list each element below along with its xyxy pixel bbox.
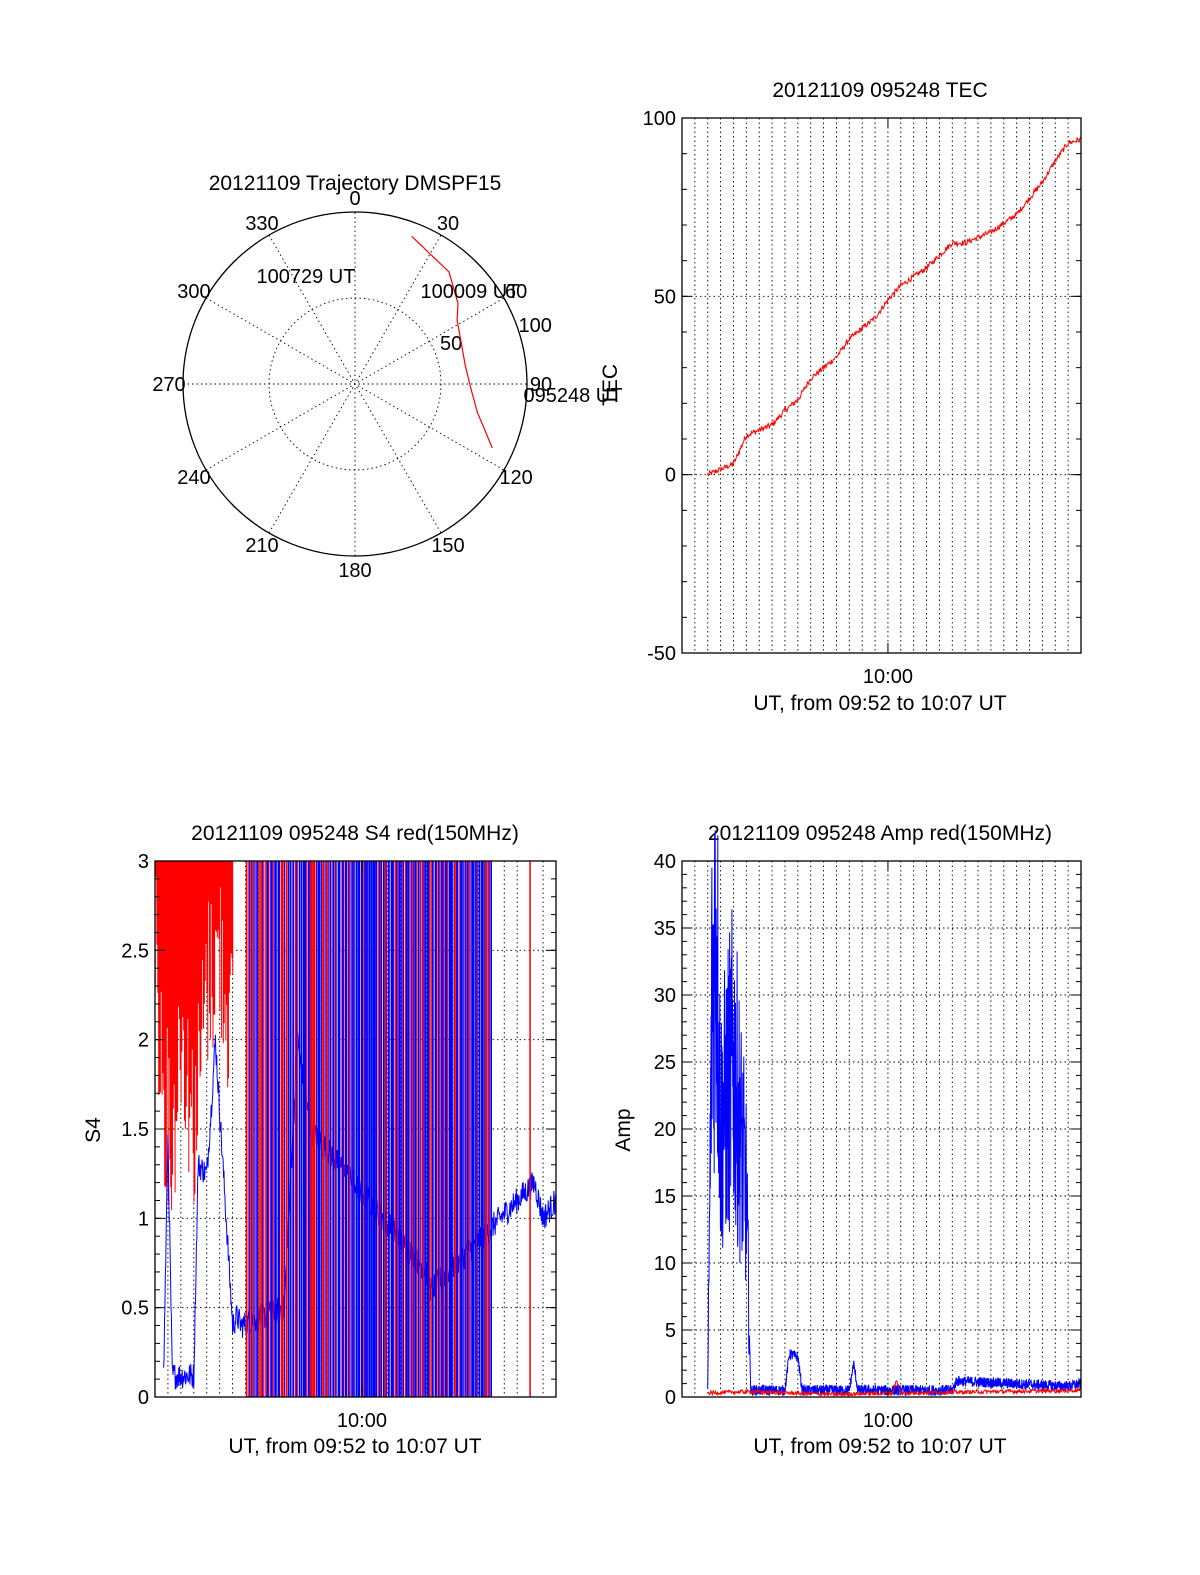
polar-angle-label: 210	[245, 535, 278, 557]
polar-angle-label: 120	[499, 467, 532, 489]
trajectory-annotation: 100009 UT	[421, 281, 520, 303]
s4-tick-labels: 0 0.5 1 1.5 2 2.5 3 10:00	[121, 851, 556, 1432]
tec-ytick-label: 50	[654, 286, 676, 308]
s4-title: 20121109 095248 S4 red(150MHz)	[191, 822, 519, 845]
amp-title: 20121109 095248 Amp red(150MHz)	[708, 822, 1052, 845]
tec-panel: 20121109 095248 TEC -50 0 50 100 10:00 TEC U…	[599, 79, 1082, 715]
trajectory-radial-labels: 50 100	[440, 315, 552, 355]
amp-xtick-label: 10:00	[863, 1410, 913, 1432]
tec-title: 20121109 095248 TEC	[772, 79, 987, 102]
polar-angle-label: 90	[530, 374, 552, 396]
amp-ytick-label: 5	[665, 1320, 676, 1342]
amp-tick-labels: 0 5 10 15 20 25 30 35 40 10:00	[654, 851, 1081, 1432]
trajectory-panel: 20121109 Trajectory DMSPF15 0 30 60 90 120 15…	[152, 172, 622, 582]
s4-ytick-label: 3	[138, 851, 149, 873]
polar-radial-label: 100	[519, 315, 552, 337]
s4-ytick-label: 1.5	[121, 1119, 149, 1141]
trajectory-series	[411, 235, 493, 449]
s4-ytick-label: 0.5	[121, 1298, 149, 1320]
amp-ytick-label: 35	[654, 918, 676, 940]
s4-series	[155, 861, 556, 1397]
s4-blue-spikes	[248, 861, 492, 1397]
amp-xlabel: UT, from 09:52 to 10:07 UT	[753, 1435, 1006, 1458]
s4-ytick-label: 2.5	[121, 940, 149, 962]
polar-radial-label: 50	[440, 333, 462, 355]
tec-xlabel: UT, from 09:52 to 10:07 UT	[753, 692, 1006, 715]
tec-ytick-label: -50	[647, 643, 676, 665]
polar-angle-label: 150	[431, 535, 464, 557]
amp-ytick-label: 0	[665, 1387, 676, 1409]
trajectory-annotation: 100729 UT	[257, 266, 356, 288]
trajectory-annotations: 100729 UT 100009 UT 095248 UT	[257, 266, 623, 407]
polar-angle-label: 30	[437, 213, 459, 235]
tec-series	[707, 136, 1082, 478]
s4-ytick-label: 2	[138, 1030, 149, 1052]
s4-ytick-label: 1	[138, 1208, 149, 1230]
amp-red-trace	[707, 1380, 1082, 1398]
s4-ylabel: S4	[82, 1117, 105, 1143]
tec-line	[707, 136, 1082, 478]
trajectory-path	[411, 235, 493, 449]
amp-ylabel: Amp	[612, 1108, 635, 1151]
amp-ytick-label: 25	[654, 1052, 676, 1074]
s4-xlabel: UT, from 09:52 to 10:07 UT	[228, 1435, 481, 1458]
s4-ytick-label: 0	[138, 1387, 149, 1409]
amp-ytick-label: 10	[654, 1253, 676, 1275]
tec-tick-labels: -50 0 50 100 10:00	[643, 108, 1081, 688]
tec-ylabel: TEC	[599, 364, 622, 406]
amp-ytick-label: 20	[654, 1119, 676, 1141]
amp-series	[707, 830, 1082, 1398]
polar-angle-label: 300	[177, 281, 210, 303]
s4-xtick-label: 10:00	[337, 1410, 387, 1432]
amp-ytick-label: 15	[654, 1186, 676, 1208]
polar-spoke	[268, 234, 442, 534]
trajectory-title: 20121109 Trajectory DMSPF15	[209, 172, 502, 195]
polar-angle-label: 240	[177, 467, 210, 489]
polar-angle-label: 60	[505, 281, 527, 303]
tec-ytick-label: 0	[665, 465, 676, 487]
s4-series-clip	[155, 861, 556, 1397]
tec-grid	[681, 117, 1082, 654]
tec-ytick-label: 100	[643, 108, 676, 130]
amp-blue-trace	[707, 830, 1082, 1397]
trajectory-grid	[182, 211, 528, 557]
tec-xtick-label: 10:00	[863, 666, 913, 688]
amp-panel: 20121109 095248 Amp red(150MHz) 0 5 10 15 20…	[612, 822, 1082, 1458]
polar-angle-label: 0	[349, 188, 360, 210]
polar-angle-label: 180	[338, 560, 371, 582]
polar-angle-label: 270	[152, 374, 185, 396]
s4-panel: 20121109 095248 S4 red(150MHz) 0 0.5 1 1.5 2…	[82, 822, 557, 1458]
tec-frame	[681, 117, 1082, 654]
s4-red-spikes	[245, 861, 490, 1397]
amp-ytick-label: 40	[654, 851, 676, 873]
polar-angle-label: 330	[245, 213, 278, 235]
trajectory-annotation: 095248 UT	[524, 385, 623, 407]
trajectory-angle-labels: 0 30 60 90 120 150 180 210 240 270 300 330	[152, 188, 552, 582]
amp-ytick-label: 30	[654, 985, 676, 1007]
s4-red-trace	[155, 861, 234, 1211]
